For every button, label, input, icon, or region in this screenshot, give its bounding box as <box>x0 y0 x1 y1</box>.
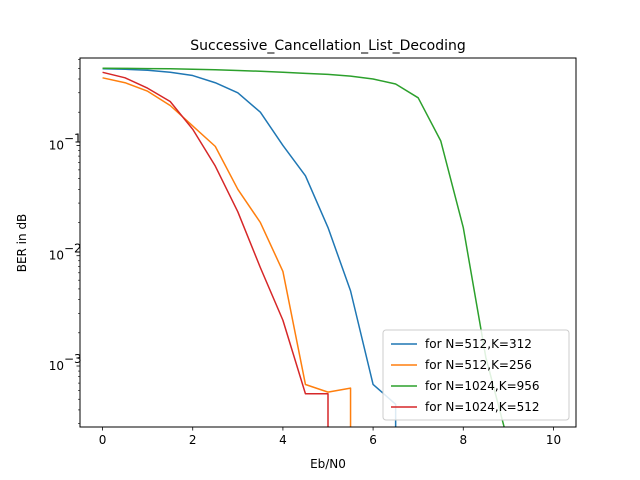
legend: for N=512,K=312 for N=512,K=256 for N=1024… <box>382 329 570 421</box>
x-tick-label: 2 <box>189 433 197 447</box>
series-layer <box>102 67 505 427</box>
legend-label-4: for N=1024,K=512 <box>425 400 540 414</box>
chart-title: Successive_Cancellation_List_Decoding <box>190 38 466 54</box>
legend-label-3: for N=1024,K=956 <box>425 379 540 393</box>
x-tick-label: 0 <box>99 433 107 447</box>
legend-label-1: for N=512,K=312 <box>425 337 532 351</box>
y-axis-label: BER in dB <box>15 214 29 273</box>
x-tick-label: 4 <box>279 433 287 447</box>
series-line-3 <box>102 67 505 427</box>
y-axis: 10−110−210−3 <box>49 59 82 424</box>
legend-label-2: for N=512,K=256 <box>425 358 532 372</box>
x-axis-label: Eb/N0 <box>310 457 346 471</box>
series-line-1 <box>102 68 397 427</box>
y-tick-label-base: 10 <box>49 138 64 152</box>
legend-box <box>382 329 570 421</box>
x-tick-label: 8 <box>459 433 467 447</box>
x-axis: 0 2 4 6 8 10 <box>99 427 561 447</box>
y-tick-label-base: 10 <box>49 249 64 263</box>
series-line-4 <box>102 71 329 427</box>
series-line-2 <box>102 77 352 427</box>
x-tick-label: 10 <box>546 433 561 447</box>
plot-frame <box>79 57 577 428</box>
y-tick-label-exponent: −3 <box>64 352 82 366</box>
y-tick-label-base: 10 <box>49 359 64 373</box>
y-tick-label-exponent: −2 <box>64 242 82 256</box>
y-tick-label-exponent: −1 <box>64 131 82 145</box>
x-tick-label: 6 <box>369 433 377 447</box>
